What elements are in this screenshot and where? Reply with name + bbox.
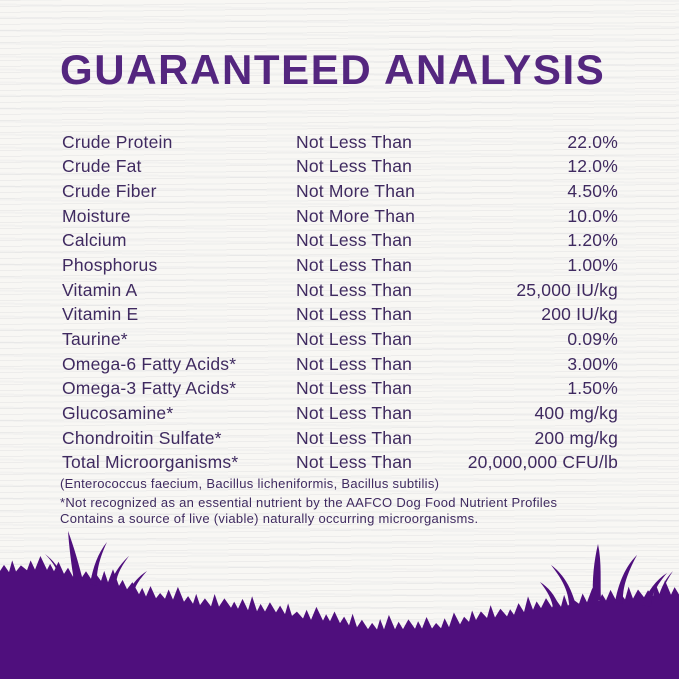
grass-silhouette [0,531,679,679]
grass-blade-icon [45,554,63,579]
nutrient-name: Crude Fiber [62,181,157,202]
table-row: Moisture Not More Than 10.0% [62,204,618,229]
nutrient-qualifier: Not Less Than [296,452,413,473]
footnote-line-2: Contains a source of live (viable) natur… [60,510,479,526]
table-row: Omega-3 Fatty Acids* Not Less Than 1.50% [62,376,618,401]
nutrient-qualifier: Not Less Than [296,353,413,374]
nutrient-value: 1.50% [567,378,618,399]
nutrient-name: Omega-6 Fatty Acids* [62,353,237,374]
nutrient-qualifier: Not Less Than [296,131,413,152]
table-row: Crude Protein Not Less Than 22.0% [62,130,618,155]
table-row: Taurine* Not Less Than 0.09% [62,327,618,352]
grass-blades-left [45,531,147,594]
nutrient-value: 400 mg/kg [534,402,618,423]
nutrient-qualifier: Not Less Than [296,328,413,349]
nutrient-value: 12.0% [567,156,618,177]
table-row: Phosphorus Not Less Than 1.00% [62,253,618,278]
grass-blade-icon [592,544,601,600]
nutrient-qualifier: Not Less Than [296,402,413,423]
grass-blade-icon [128,571,147,594]
nutrient-name: Moisture [62,205,131,226]
nutrient-value: 25,000 IU/kg [516,279,618,300]
grass-blade-icon [642,573,667,607]
table-row: Vitamin E Not Less Than 200 IU/kg [62,302,618,327]
nutrient-name: Omega-3 Fatty Acids* [62,378,237,399]
table-row: Calcium Not Less Than 1.20% [62,229,618,254]
nutrient-qualifier: Not Less Than [296,156,413,177]
nutrient-value: 4.50% [567,181,618,202]
nutrient-name: Calcium [62,230,127,251]
nutrient-name: Vitamin A [62,279,138,300]
table-row: Crude Fat Not Less Than 12.0% [62,155,618,180]
nutrient-value: 200 IU/kg [541,304,618,325]
nutrient-name: Total Microorganisms* [62,452,239,473]
footnote: *Not recognized as an essential nutrient… [60,495,557,526]
nutrient-value: 10.0% [567,205,618,226]
nutrient-value: 200 mg/kg [534,427,618,448]
nutrient-qualifier: Not More Than [296,181,415,202]
nutrient-value: 0.09% [567,328,618,349]
nutrient-name: Crude Protein [62,131,173,152]
analysis-table: Crude Protein Not Less Than 22.0% Crude … [62,130,618,475]
nutrient-qualifier: Not Less Than [296,279,413,300]
nutrient-qualifier: Not Less Than [296,230,413,251]
table-row: Glucosamine* Not Less Than 400 mg/kg [62,401,618,426]
nutrient-qualifier: Not Less Than [296,427,413,448]
microorganism-species-note: (Enterococcus faecium, Bacillus lichenif… [60,476,440,491]
nutrient-value: 1.00% [567,255,618,276]
table-row: Vitamin A Not Less Than 25,000 IU/kg [62,278,618,303]
nutrient-name: Phosphorus [62,255,158,276]
grass-blades-right [540,544,673,608]
grass-hill-shape [0,556,679,679]
nutrient-value: 3.00% [567,353,618,374]
nutrient-value: 1.20% [567,230,618,251]
nutrient-value: 22.0% [567,131,618,152]
grass-blade-icon [615,555,637,604]
grass-blade-icon [658,571,673,601]
table-row: Chondroitin Sulfate* Not Less Than 200 m… [62,426,618,451]
nutrient-qualifier: Not More Than [296,205,415,226]
table-row: Total Microorganisms* Not Less Than 20,0… [62,450,618,475]
grass-blade-icon [90,542,107,586]
table-row: Crude Fiber Not More Than 4.50% [62,179,618,204]
table-row: Omega-6 Fatty Acids* Not Less Than 3.00% [62,352,618,377]
page-title: GUARANTEED ANALYSIS [60,46,606,93]
nutrient-name: Crude Fat [62,156,142,177]
nutrient-qualifier: Not Less Than [296,304,413,325]
nutrient-qualifier: Not Less Than [296,378,413,399]
nutrient-name: Vitamin E [62,304,139,325]
nutrient-name: Taurine* [62,328,128,349]
grass-blade-icon [68,531,83,581]
nutrient-value: 20,000,000 CFU/lb [467,452,618,473]
grass-blade-icon [540,582,559,608]
nutrient-qualifier: Not Less Than [296,255,413,276]
nutrient-name: Chondroitin Sulfate* [62,427,222,448]
footnote-line-1: *Not recognized as an essential nutrient… [60,495,558,510]
grass-blade-icon [108,556,129,590]
nutrient-name: Glucosamine* [62,402,174,423]
grass-blade-icon [551,565,575,604]
